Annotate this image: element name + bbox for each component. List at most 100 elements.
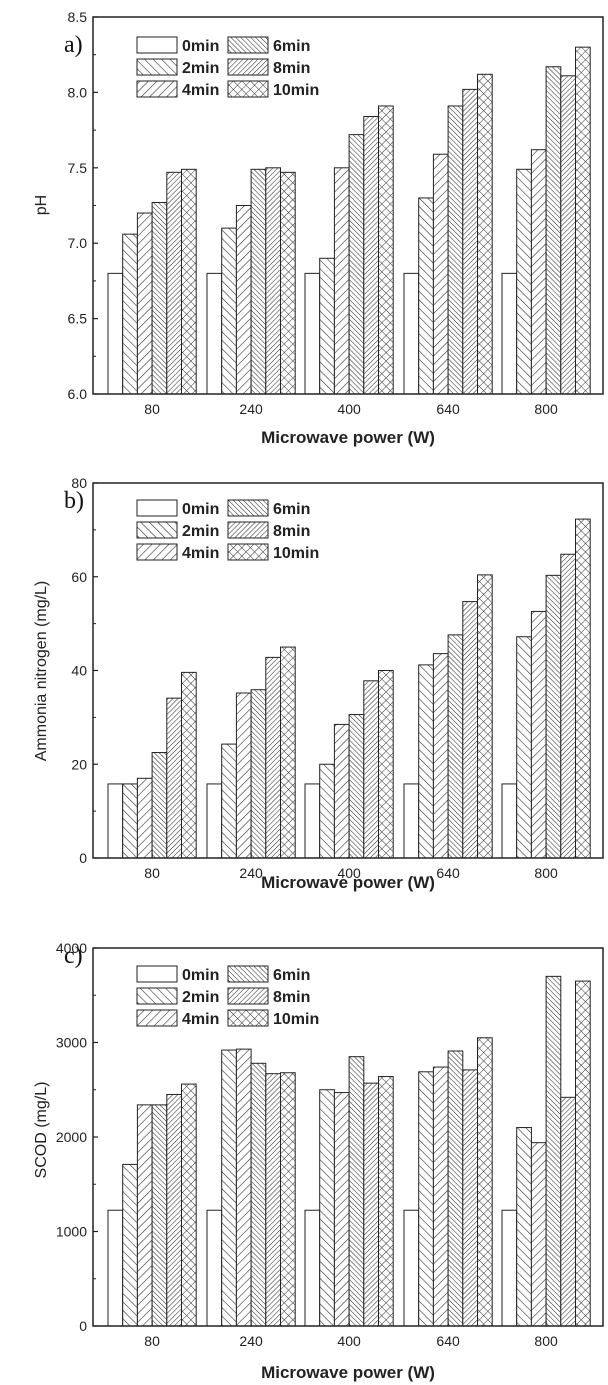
panel-b-bar-400-0min (304, 783, 321, 859)
legend-swatch-0min (136, 499, 178, 517)
panel-a-y-tick-label: 8.0 (68, 84, 88, 100)
legend-swatch-6min (227, 499, 269, 517)
panel-b-bar-400-8min (363, 680, 379, 859)
panel-c-y-tick-label: 2000 (56, 1129, 87, 1145)
legend-label-2min: 2min (182, 989, 219, 1006)
legend-label-10min: 10min (273, 1011, 319, 1028)
panel-b-bar-800-8min (560, 553, 576, 859)
panel-b-bar-640-2min (418, 664, 434, 859)
legend-swatch-10min (227, 543, 269, 561)
panel-b-x-tick-label: 400 (337, 865, 361, 881)
panel-b-y-tick-label: 40 (71, 663, 87, 679)
panel-b-bar-240-6min (250, 689, 267, 859)
panel-a: 80 240 400 640 800 6.0 6.5 7.0 7.5 8.0 8.5 a) 0min… (33, 9, 604, 447)
panel-a-bar-640-4min (432, 153, 449, 395)
legend-swatch-6min (227, 965, 269, 983)
legend-label-2min: 2min (182, 60, 219, 77)
legend-label-8min: 8min (273, 60, 310, 77)
panel-c-bar-240-8min (265, 1073, 281, 1327)
panel-b-bar-240-10min (280, 646, 296, 859)
panel-c-bar-400-10min (378, 1076, 394, 1327)
panel-b-ticks: 80 240 400 640 800 0 20 40 60 80 (71, 475, 558, 881)
panel-a-bar-640-8min (462, 88, 478, 395)
panel-b: 80 240 400 640 800 0 20 40 60 80 b) 0min 2min 4min 6… (33, 475, 604, 892)
panel-b-bar-800-4min (530, 610, 547, 859)
panel-a-x-tick-label: 640 (436, 401, 460, 417)
legend-swatch-0min (136, 965, 178, 983)
panel-c-ticks: 80 240 400 640 800 0 1000 2000 3000 4000 (56, 940, 558, 1349)
panel-b-bar-80-6min (151, 752, 168, 859)
panel-c-x-tick-label: 400 (337, 1333, 361, 1349)
panel-b-plot-frame (92, 482, 604, 859)
panel-b-bar-800-2min (516, 636, 532, 859)
panel-b-bar-800-0min (501, 783, 518, 859)
panel-b-bar-400-6min (348, 714, 365, 859)
panel-a-x-tick-label: 240 (239, 401, 263, 417)
panel-c-y-tick-label: 4000 (56, 940, 87, 956)
panel-b-bar-400-4min (333, 723, 350, 859)
panel-b-bar-240-8min (265, 656, 281, 859)
panel-a-y-axis-title: pH (33, 195, 50, 215)
legend-swatch-4min (136, 543, 178, 561)
panel-c-bar-80-6min (151, 1104, 168, 1327)
panel-a-x-tick-label: 80 (144, 401, 160, 417)
panel-c-bar-800-4min (530, 1142, 547, 1327)
panel-b-y-tick-label: 80 (71, 475, 87, 491)
panel-a-bar-800-0min (501, 272, 518, 395)
panel-a-x-tick-label: 400 (337, 401, 361, 417)
panel-b-bar-640-0min (403, 783, 420, 859)
panel-a-x-axis-title: Microwave power (W) (261, 428, 435, 447)
panel-c-bar-400-6min (348, 1056, 365, 1327)
panel-a-bar-400-10min (378, 105, 394, 395)
panel-c-bar-640-8min (462, 1069, 478, 1327)
panel-a-bar-240-2min (221, 227, 237, 395)
panel-b-bar-240-2min (221, 743, 237, 859)
panel-a-bar-640-2min (418, 197, 434, 395)
panel-a-bar-400-2min (319, 257, 335, 395)
legend-label-0min: 0min (182, 501, 219, 518)
legend-label-4min: 4min (182, 82, 219, 99)
panel-a-bar-80-0min (107, 272, 124, 395)
panel-a-bar-640-6min (447, 105, 464, 395)
legend-swatch-0min (136, 36, 178, 54)
panel-c-bar-640-0min (403, 1209, 420, 1327)
panel-c-bar-800-6min (545, 975, 562, 1327)
legend-swatch-6min (227, 36, 269, 54)
panel-c-bar-240-2min (221, 1049, 237, 1327)
panel-b-x-tick-label: 800 (534, 865, 558, 881)
panel-a-bar-80-2min (122, 233, 138, 395)
legend-label-8min: 8min (273, 989, 310, 1006)
legend-swatch-10min (227, 80, 269, 98)
panel-b-bar-80-4min (136, 777, 153, 859)
panel-b-x-tick-label: 240 (239, 865, 263, 881)
legend-swatch-2min (136, 58, 178, 76)
legend-label-10min: 10min (273, 82, 319, 99)
panel-c-x-tick-label: 80 (144, 1333, 160, 1349)
panel-c-bar-640-4min (432, 1066, 449, 1327)
panel-c-legend: 0min 2min 4min 6min 8min 10min (136, 965, 319, 1028)
panel-c-label: c) (64, 943, 83, 969)
legend-swatch-4min (136, 1009, 178, 1027)
panel-b-bar-240-0min (206, 783, 223, 859)
panel-c-bars (107, 975, 591, 1327)
panel-b-bar-400-10min (378, 670, 394, 859)
panel-a-bar-240-10min (280, 171, 296, 395)
panel-b-bars (107, 518, 591, 859)
panel-a-bar-640-0min (403, 272, 420, 395)
panel-c-y-tick-label: 1000 (56, 1224, 87, 1240)
panel-c-y-axis-title: SCOD (mg/L) (33, 1082, 50, 1179)
panel-c-bar-400-8min (363, 1082, 379, 1327)
panel-b-bar-240-4min (235, 692, 252, 859)
legend-swatch-8min (227, 521, 269, 539)
panel-b-bar-400-2min (319, 763, 335, 859)
panel-a-bar-800-10min (575, 46, 591, 395)
panel-b-bar-80-0min (107, 783, 124, 859)
panel-c-bar-240-4min (235, 1048, 252, 1327)
panel-c-bar-240-6min (250, 1062, 267, 1327)
legend-swatch-2min (136, 987, 178, 1005)
legend-label-8min: 8min (273, 523, 310, 540)
panel-a-y-tick-label: 6.5 (68, 311, 88, 327)
panel-c-bar-80-0min (107, 1209, 124, 1327)
panel-b-y-tick-label: 0 (79, 850, 87, 866)
